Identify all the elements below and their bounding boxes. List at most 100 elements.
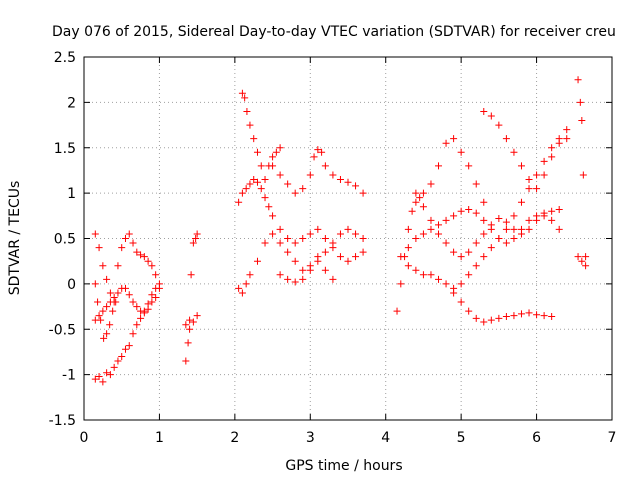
data-point [235,284,243,292]
data-point [242,185,250,193]
data-point [540,209,548,217]
data-point [284,275,292,283]
y-tick-label: 0 [67,277,76,293]
data-point [318,148,326,156]
data-point [336,253,344,261]
series-arc-e [574,76,590,261]
data-point [480,216,488,224]
data-point [125,342,133,350]
data-point [148,291,156,299]
data-point [495,215,503,223]
series-arc-a-mid [91,284,160,324]
data-point [182,357,190,365]
data-point [137,314,145,322]
data-point [299,235,307,242]
data-point [525,176,533,184]
data-point [129,298,137,306]
data-point [246,271,254,279]
data-point [574,253,582,261]
data-point [186,325,194,333]
data-point [419,271,427,279]
data-point [412,189,420,197]
y-tick-label: -1 [62,368,76,384]
data-point [457,148,465,156]
data-point [257,185,265,193]
data-point [253,148,261,156]
data-point [435,230,443,238]
data-point [393,307,401,315]
series-arc-a-low [91,280,163,386]
data-point [480,253,488,261]
data-point [269,162,277,170]
data-point [408,207,416,215]
data-point [137,307,145,315]
data-point [465,162,473,170]
x-tick-label: 2 [230,430,239,446]
x-axis-ticks: 0 1 2 3 4 5 6 7 [80,57,617,446]
data-point [510,312,518,320]
data-point [261,194,269,202]
data-point [242,280,250,288]
data-point [525,185,533,193]
x-tick-label: 0 [80,430,89,446]
y-tick-label: 1 [67,186,76,202]
x-tick-label: 7 [608,430,617,446]
data-point [238,189,246,197]
data-point [419,230,427,238]
data-point [397,253,405,261]
series-arc-c-base [276,257,337,286]
x-tick-label: 4 [381,430,390,446]
data-point [480,230,488,238]
data-point [517,162,525,170]
data-point [121,235,129,242]
data-point [427,225,435,233]
data-point [94,298,102,306]
data-point [144,257,152,265]
data-point [261,176,269,184]
data-point [472,239,480,247]
data-point [243,107,251,115]
data-point [291,189,299,197]
data-point [253,178,261,186]
data-point [140,253,148,261]
data-point [548,207,556,215]
data-point [487,221,495,229]
data-point [133,303,141,311]
data-point [533,311,541,319]
data-point [99,262,107,270]
data-point [576,98,584,106]
data-point [344,257,352,265]
data-point [442,239,450,247]
data-point [148,298,156,306]
data-point [321,266,329,274]
data-point [284,248,292,256]
data-point [155,284,163,292]
y-axis-label: SDTVAR / TECUs [7,181,23,296]
data-point [517,198,525,206]
data-point [472,314,480,322]
data-point [114,262,122,270]
series-arc-d-left [393,135,488,315]
data-point [540,157,548,165]
data-point [276,171,284,179]
data-point [465,307,473,315]
data-point [412,198,420,206]
data-point [563,126,571,134]
data-point [435,162,443,170]
data-point [412,266,420,274]
data-point [97,316,105,324]
data-point [548,216,556,224]
data-point [419,203,427,211]
data-point [100,334,108,342]
y-tick-label: 2 [67,95,76,111]
data-point [112,298,120,306]
data-point [336,176,344,184]
data-point [329,275,337,283]
data-point [193,312,201,320]
data-point [442,216,450,224]
y-tick-label: 0.5 [54,232,76,248]
data-point [235,198,243,206]
data-point [404,225,412,233]
grid-lines [84,57,612,420]
data-point [261,239,269,247]
